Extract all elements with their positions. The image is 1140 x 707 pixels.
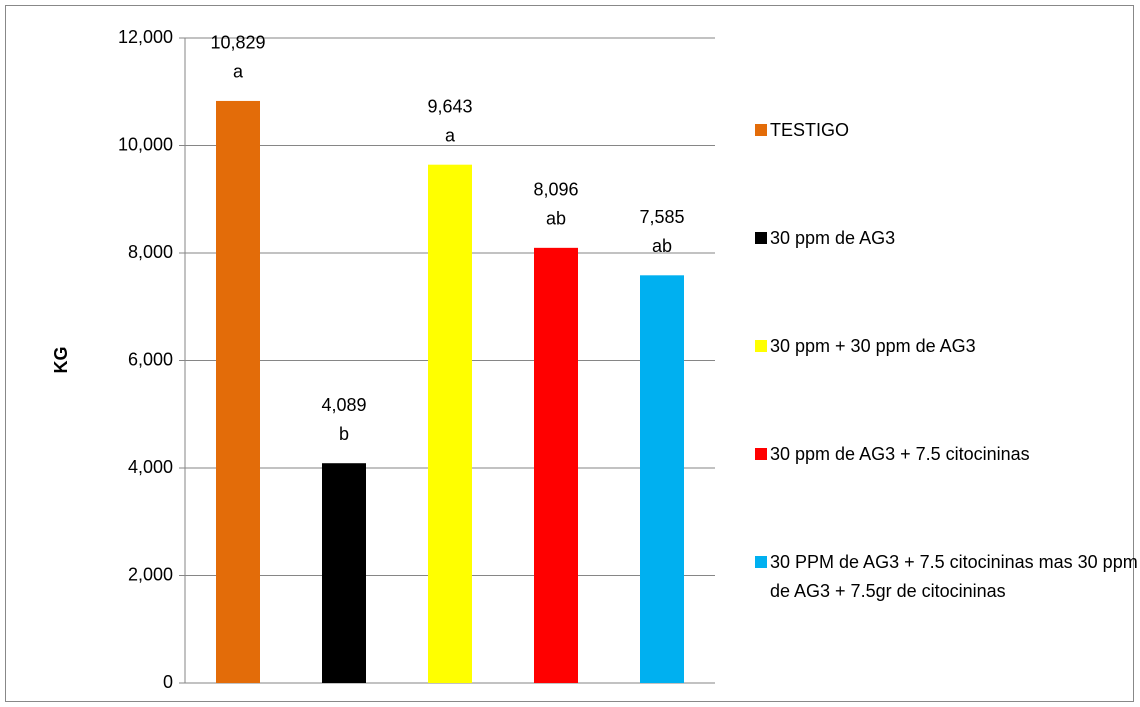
- y-tick-label: 12,000: [118, 27, 173, 47]
- significance-letter: ab: [546, 209, 566, 229]
- legend-label: 30 ppm de AG3 + 7.5 citocininas: [770, 443, 1030, 464]
- legend-swatch: [755, 124, 767, 136]
- legend-label: 30 PPM de AG3 + 7.5 citocininas mas 30 p…: [770, 551, 1138, 601]
- bar: [216, 100, 260, 683]
- data-label: 10,829: [210, 33, 265, 53]
- legend-label: TESTIGO: [770, 119, 850, 140]
- significance-letter: b: [339, 424, 349, 444]
- legend-swatch: [755, 556, 767, 568]
- significance-letter: a: [445, 125, 456, 145]
- legend-swatch: [755, 448, 767, 460]
- y-tick-label: 4,000: [128, 457, 173, 477]
- data-label: 8,096: [533, 180, 578, 200]
- data-label: 4,089: [321, 395, 366, 415]
- legend-swatch: [755, 232, 767, 244]
- data-label: 7,585: [639, 207, 684, 227]
- bar: [322, 463, 366, 683]
- bar: [428, 164, 472, 684]
- bar: [640, 275, 684, 683]
- y-tick-label: 8,000: [128, 242, 173, 262]
- significance-letter: ab: [652, 236, 672, 256]
- bar: [534, 247, 578, 683]
- y-tick-label: 0: [163, 672, 173, 692]
- y-tick-label: 2,000: [128, 564, 173, 584]
- legend-label: 30 ppm de AG3: [770, 227, 896, 248]
- y-tick-label: 10,000: [118, 134, 173, 154]
- y-axis-label: KG: [51, 347, 71, 374]
- legend-label: 30 ppm + 30 ppm de AG3: [770, 335, 976, 356]
- significance-letter: a: [233, 62, 244, 82]
- y-tick-label: 6,000: [128, 349, 173, 369]
- data-label: 9,643: [427, 96, 472, 116]
- legend-swatch: [755, 340, 767, 352]
